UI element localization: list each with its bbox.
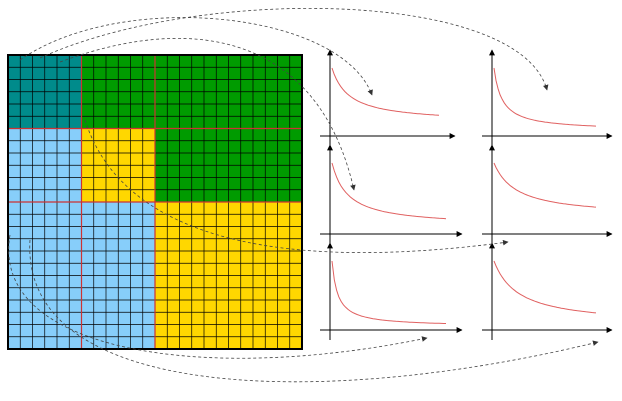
arrow-to-plot-2 [39,7,549,91]
decay-plot-4 [482,144,613,244]
arrow-to-plot-5 [8,234,428,359]
decay-plot-5 [320,242,463,340]
decay-plot-2 [482,49,613,146]
arrow-to-plot-6 [29,239,599,383]
matrix-border [7,54,303,350]
decay-plot-6 [482,242,613,340]
decay-curve [331,162,447,220]
decay-plot-3 [320,144,463,244]
decay-curve [331,260,446,324]
hierarchical-matrix [7,54,303,350]
arrow-to-plot-1 [19,17,373,96]
arrow-to-plot-3 [59,37,356,191]
decay-curve [331,67,440,116]
mapping-arrows [8,7,599,383]
decay-curve [493,67,597,127]
decay-curve [493,162,597,208]
decay-plots [320,49,613,340]
decay-curve [493,260,597,314]
arrow-to-plot-4 [84,119,509,253]
decay-plot-1 [320,49,456,146]
